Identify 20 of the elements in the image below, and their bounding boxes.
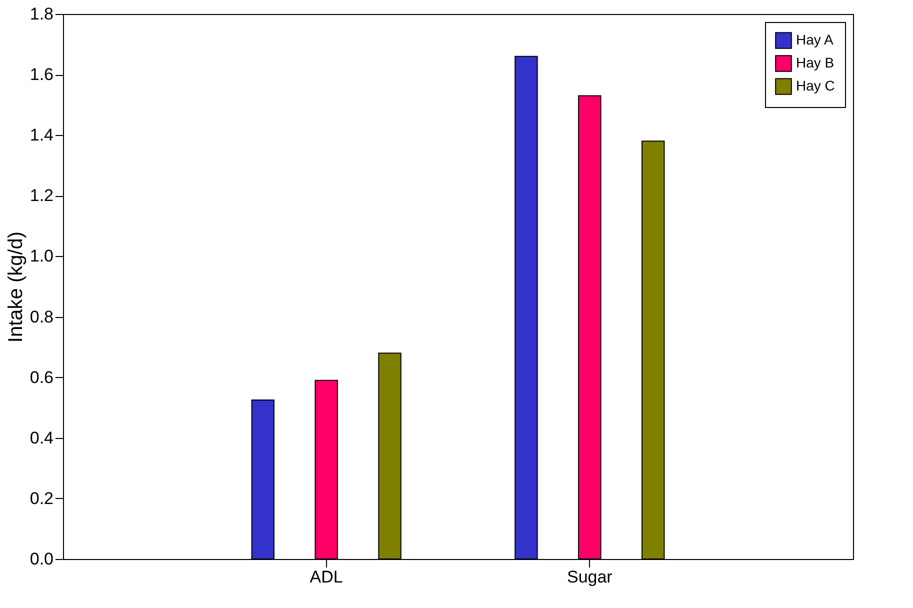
y-tick-label: 1.4 — [30, 126, 54, 145]
legend-label: Hay B — [796, 54, 834, 70]
bar — [642, 140, 665, 560]
x-tick-label: ADL — [310, 568, 343, 586]
y-tick-label: 1.8 — [30, 4, 54, 24]
y-tick-label: 1.2 — [30, 186, 54, 206]
y-tick-label: 0.6 — [30, 368, 54, 387]
bar — [514, 56, 538, 560]
y-tick-label: 1.6 — [30, 65, 54, 84]
bar — [378, 352, 402, 560]
legend-label: Hay A — [796, 32, 834, 48]
y-tick-label: 0.2 — [30, 488, 54, 508]
y-tick-label: 1.0 — [30, 246, 54, 266]
y-tick-label: 0.4 — [30, 428, 54, 448]
y-tick-label: 0.8 — [30, 307, 54, 326]
y-tick-label: 0.0 — [30, 550, 54, 568]
bar — [251, 400, 274, 560]
legend-label: Hay C — [796, 78, 835, 94]
y-axis-title: Intake (kg/d) — [4, 231, 27, 343]
x-tick-label: Sugar — [566, 568, 613, 586]
